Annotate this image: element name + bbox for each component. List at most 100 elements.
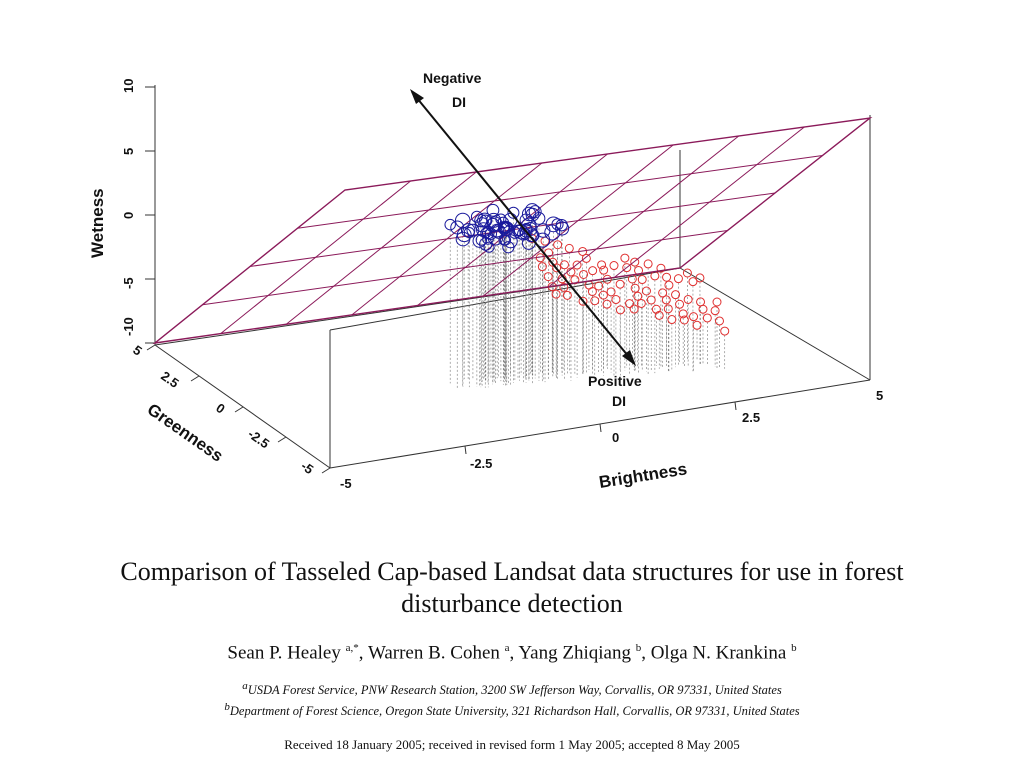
red-data-point bbox=[667, 315, 677, 325]
author-name: Sean P. Healey bbox=[227, 642, 341, 664]
drop-lines bbox=[449, 216, 726, 388]
red-data-point bbox=[611, 295, 621, 305]
blue-data-point bbox=[487, 216, 503, 232]
red-data-point bbox=[564, 243, 574, 253]
paper-title: Comparison of Tasseled Cap-based Landsat… bbox=[120, 557, 904, 618]
blue-data-point bbox=[460, 223, 476, 238]
red-data-point bbox=[578, 296, 588, 306]
red-data-point bbox=[636, 298, 646, 308]
red-data-point bbox=[656, 263, 666, 273]
greenness-tick-minus5: -5 bbox=[298, 458, 316, 477]
red-data-point bbox=[710, 306, 720, 316]
blue-data-point bbox=[498, 221, 511, 234]
red-data-point bbox=[615, 305, 625, 315]
blue-data-point bbox=[535, 232, 551, 248]
negative-di-label-line2: DI bbox=[452, 94, 466, 110]
author-affiliation-mark: a bbox=[504, 642, 510, 654]
red-data-point bbox=[599, 265, 609, 275]
blue-data-point bbox=[484, 227, 498, 240]
blue-data-point bbox=[503, 234, 518, 249]
red-data-point bbox=[590, 296, 600, 306]
blue-data-point bbox=[528, 205, 542, 219]
author-name: Olga N. Krankina bbox=[650, 642, 787, 664]
red-data-point bbox=[615, 279, 625, 289]
blue-data-point bbox=[482, 233, 494, 245]
red-data-point bbox=[689, 312, 699, 322]
received-dates: Received 18 January 2005; received in re… bbox=[284, 736, 740, 752]
affiliation-a: aUSDA Forest Service, PNW Research Stati… bbox=[0, 678, 1024, 699]
red-data-point bbox=[606, 287, 616, 297]
brightness-tick-2-5: 2.5 bbox=[742, 410, 760, 425]
red-data-point bbox=[646, 295, 656, 305]
blue-data-point bbox=[486, 203, 500, 217]
affiliation-b: bDepartment of Forest Science, Oregon St… bbox=[0, 699, 1024, 720]
red-data-point bbox=[673, 274, 683, 284]
author-affiliation-mark: a,* bbox=[345, 642, 359, 654]
red-data-point bbox=[570, 275, 580, 285]
fit-plane bbox=[152, 116, 873, 345]
tasseled-cap-3d-scatter: 10 5 0 -5 -10 Wetness 5 2.5 0 -2.5 -5 Gr… bbox=[88, 70, 883, 492]
brightness-axis-label: Brightness bbox=[598, 459, 689, 492]
blue-data-point bbox=[535, 223, 551, 238]
red-data-point bbox=[671, 290, 681, 300]
positive-arrowhead bbox=[622, 350, 636, 366]
red-data-point bbox=[679, 315, 689, 325]
red-data-point bbox=[559, 282, 569, 292]
red-data-point bbox=[692, 320, 702, 330]
red-data-point bbox=[630, 283, 640, 293]
red-data-point bbox=[609, 261, 619, 271]
blue-data-point bbox=[507, 206, 520, 219]
red-data-point bbox=[661, 295, 671, 305]
wetness-tick-10: 10 bbox=[121, 79, 136, 93]
blue-data-point bbox=[455, 231, 471, 247]
red-data-point bbox=[658, 288, 668, 298]
red-data-point bbox=[714, 316, 724, 326]
red-data-point bbox=[581, 253, 591, 263]
brightness-tick-5: 5 bbox=[876, 388, 883, 403]
author-name: Warren B. Cohen bbox=[367, 642, 500, 664]
red-data-point bbox=[602, 299, 612, 309]
blue-data-point bbox=[544, 224, 561, 241]
wetness-tick-0: 0 bbox=[121, 212, 136, 219]
wetness-tick-minus5: -5 bbox=[121, 277, 136, 289]
red-data-point bbox=[572, 260, 582, 270]
blue-data-point bbox=[466, 223, 480, 237]
blue-data-point bbox=[470, 210, 483, 223]
greenness-ticks bbox=[146, 344, 331, 474]
author-affiliation-mark: b bbox=[635, 642, 642, 654]
brightness-tick-0: 0 bbox=[612, 430, 619, 445]
blue-data-point bbox=[478, 214, 492, 227]
blue-points bbox=[444, 203, 570, 254]
red-data-point bbox=[720, 326, 730, 336]
red-data-point bbox=[695, 273, 705, 283]
plane-grid-line bbox=[202, 230, 728, 306]
red-data-point bbox=[588, 266, 598, 276]
brightness-tick-minus5: -5 bbox=[340, 476, 352, 491]
greenness-tick-0: 0 bbox=[213, 400, 228, 416]
blue-data-point bbox=[454, 212, 471, 229]
red-data-point bbox=[662, 272, 672, 282]
affiliation-text: Department of Forest Science, Oregon Sta… bbox=[229, 704, 800, 719]
negative-di-label: Negative bbox=[423, 70, 482, 86]
greenness-tick-2-5: 2.5 bbox=[158, 368, 181, 391]
red-data-point bbox=[712, 297, 722, 307]
red-data-point bbox=[562, 290, 572, 300]
wetness-axis-label: Wetness bbox=[88, 188, 107, 258]
blue-data-point bbox=[444, 218, 456, 231]
author-list: Sean P. Healey a,*, Warren B. Cohen a, Y… bbox=[227, 642, 797, 664]
red-data-point bbox=[560, 260, 570, 270]
red-data-point bbox=[543, 272, 553, 282]
red-data-point bbox=[551, 289, 561, 299]
red-data-point bbox=[537, 262, 547, 272]
greenness-tick-minus2-5: -2.5 bbox=[245, 426, 272, 451]
author-affiliation-mark: b bbox=[791, 642, 797, 654]
red-data-point bbox=[663, 304, 673, 314]
red-data-point bbox=[622, 263, 632, 273]
affiliation-mark: b bbox=[224, 701, 230, 714]
red-data-point bbox=[633, 291, 643, 301]
red-data-point bbox=[625, 299, 635, 309]
plot-box bbox=[154, 85, 871, 469]
blue-data-point bbox=[555, 219, 568, 232]
red-data-point bbox=[594, 281, 604, 291]
red-data-point bbox=[629, 304, 639, 314]
